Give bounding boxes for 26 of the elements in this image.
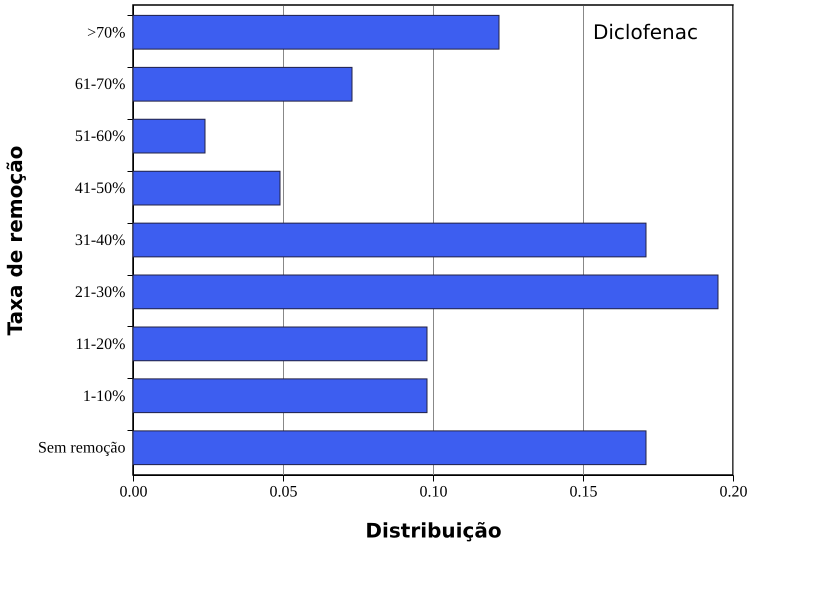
y-tick-label: 21-30% <box>74 284 126 301</box>
y-tick-label: 11-20% <box>75 336 126 353</box>
bar <box>132 14 500 50</box>
bar <box>132 222 646 258</box>
x-tick-label: 0.15 <box>570 484 598 500</box>
bar <box>132 326 428 362</box>
y-tick-label: 41-50% <box>74 180 126 198</box>
y-tick-label: Sem remoção <box>38 440 126 457</box>
bar <box>132 66 352 102</box>
y-tick-label: 51-60% <box>74 128 126 146</box>
y-tick-label: 31-40% <box>74 232 126 249</box>
y-tick-label: >70% <box>87 24 126 42</box>
x-tick-label: 0.20 <box>720 484 748 500</box>
bar <box>132 274 718 310</box>
bar <box>132 378 428 414</box>
y-tick-label: 61-70% <box>74 76 126 94</box>
annotation: Diclofenac <box>592 20 698 44</box>
x-tick-label: 0.10 <box>420 484 448 500</box>
y-tick-label: 1-10% <box>82 388 126 405</box>
bar <box>132 430 646 466</box>
bar <box>132 118 206 154</box>
y-axis-title: Taxa de remoção <box>2 146 27 336</box>
x-axis-title: Distribuição <box>365 518 502 542</box>
x-tick-label: 0.05 <box>270 484 298 500</box>
x-tick-label: 0.00 <box>120 484 148 500</box>
bar <box>132 170 280 206</box>
